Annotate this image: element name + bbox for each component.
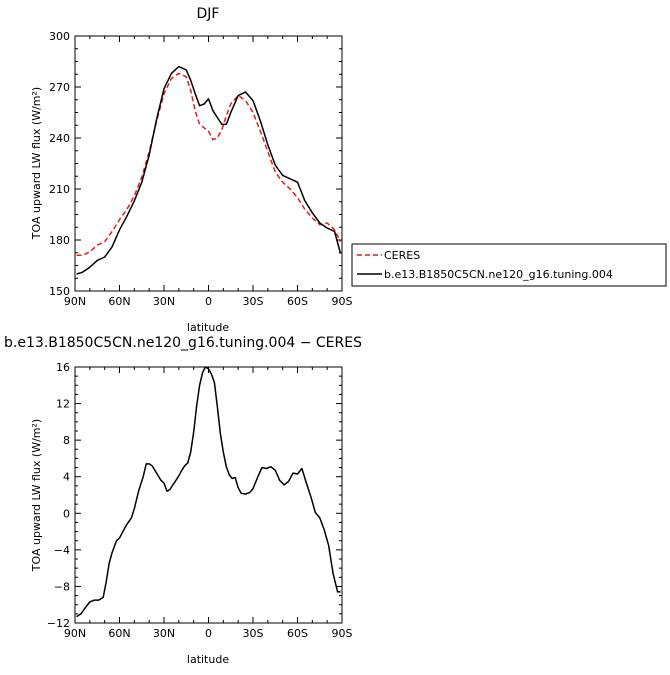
top-xlabel: latitude [187, 321, 229, 334]
bottom-ytick-label: 16 [56, 361, 70, 374]
bottom-xtick-label: 90S [332, 627, 353, 640]
top-ytick-label: 270 [49, 81, 70, 94]
top-ytick-label: 300 [49, 30, 70, 43]
top-title: DJF [197, 6, 220, 22]
top-plot-frame [74, 35, 343, 292]
top-xtick-label: 30N [153, 295, 175, 308]
bottom-panel: b.e13.B1850C5CN.ne120_g16.tuning.004 − C… [4, 335, 362, 666]
bottom-title: b.e13.B1850C5CN.ne120_g16.tuning.004 − C… [4, 335, 362, 351]
bottom-series-line-difference [76, 366, 341, 618]
top-xtick-label: 30S [243, 295, 264, 308]
top-xtick-label: 60N [108, 295, 130, 308]
top-series-line-b-e13-b1850c5cn-ne120-g16-tuning-004 [76, 65, 342, 275]
legend-label-ceres: CERES [384, 249, 420, 262]
legend: CERES b.e13.B1850C5CN.ne120_g16.tuning.0… [351, 243, 667, 287]
bottom-xtick-label: 30S [243, 627, 264, 640]
bottom-ticks: 90N 60N 30N 0 30S 60S 90S −12 −8 −4 0 4 8 12 16 [47, 361, 353, 640]
bottom-xtick-label: 30N [153, 627, 175, 640]
top-ticks: 90N 60N 30N 0 30S 60S 90S 150 180 210 240 270 300 [49, 30, 353, 308]
top-xtick-label: 90S [332, 295, 353, 308]
top-ytick-label: 240 [49, 132, 70, 145]
bottom-xlabel: latitude [187, 653, 229, 666]
bottom-ytick-label: 4 [63, 471, 70, 484]
top-ylabel: TOA upward LW flux (W/m²) [30, 87, 43, 240]
bottom-xtick-label: 0 [205, 627, 212, 640]
top-xtick-label: 60S [287, 295, 308, 308]
bottom-ytick-label: 12 [56, 398, 70, 411]
legend-box [351, 243, 667, 287]
bottom-xtick-label: 90N [64, 627, 86, 640]
top-series-line-ceres [76, 72, 342, 257]
bottom-plot-frame [74, 366, 343, 624]
bottom-ytick-label: −12 [47, 617, 70, 630]
top-ytick-label: 150 [49, 285, 70, 298]
top-xtick-label: 0 [205, 295, 212, 308]
top-ytick-label: 210 [49, 183, 70, 196]
bottom-series-group [76, 366, 341, 618]
bottom-xtick-label: 60S [287, 627, 308, 640]
bottom-xtick-label: 60N [108, 627, 130, 640]
top-xtick-label: 90N [64, 295, 86, 308]
top-series-group [76, 65, 342, 275]
bottom-ytick-label: −4 [54, 544, 70, 557]
bottom-ytick-label: 8 [63, 434, 70, 447]
top-ytick-label: 180 [49, 234, 70, 247]
bottom-ytick-label: −8 [54, 580, 70, 593]
legend-label-model: b.e13.B1850C5CN.ne120_g16.tuning.004 [384, 268, 613, 281]
top-panel: DJF 90N 60N 30N 0 30S 60S 90S 150 180 210 240 270 30… [30, 6, 353, 334]
bottom-ytick-label: 0 [63, 507, 70, 520]
bottom-ylabel: TOA upward LW flux (W/m²) [30, 419, 43, 572]
